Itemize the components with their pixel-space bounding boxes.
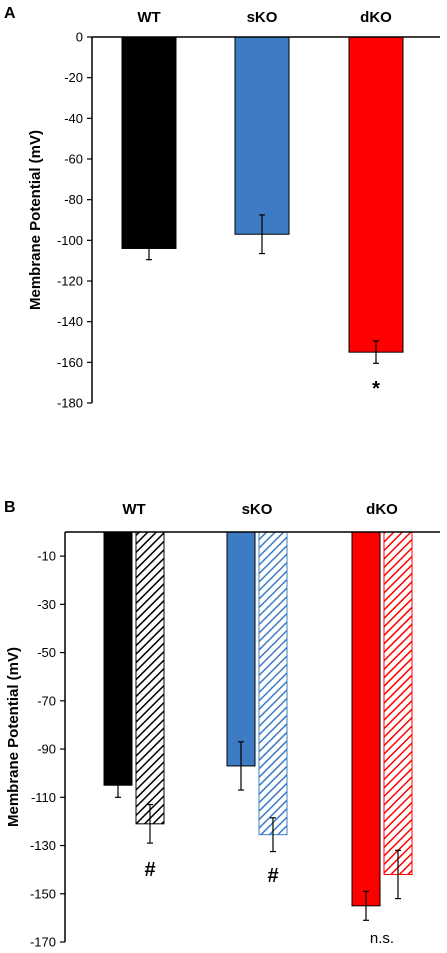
panel-a-category-label-sko: sKO (247, 9, 278, 26)
panel-b-y-tick-label: -110 (31, 790, 56, 805)
panel-a-y-tick-label: -140 (57, 314, 83, 329)
panel-a-category-label-dko: dKO (360, 9, 392, 26)
panel-b-bar-wt-hatched (135, 531, 165, 825)
panel-b-y-axis-title: Membrane Potential (mV) (5, 647, 22, 827)
panel-b-bar-sko-solid (226, 531, 256, 767)
panel-a-y-axis-title: Membrane Potential (mV) (27, 130, 44, 310)
panel-a-chart: A WT sKO dKO Membrane Potential (mV) * 0 -20 -40… (4, 5, 440, 411)
panel-a-y-tick-label: -120 (57, 274, 83, 289)
panel-a-y-tick-label: -40 (64, 111, 83, 126)
panel-a-category-label-wt: WT (137, 9, 160, 26)
panel-b-bar-wt-solid (103, 531, 133, 786)
panel-a-y-tick-label: -100 (57, 233, 83, 248)
panel-a-label: A (4, 5, 16, 22)
panel-b-y-tick-label: -50 (37, 645, 56, 660)
panel-b-label: B (4, 499, 16, 516)
panel-b-y-tick-label: -10 (37, 549, 56, 564)
panel-a-bar-dko (348, 36, 404, 353)
panel-b-annotation-sko: # (267, 865, 278, 887)
panel-b-chart: B WT sKO dKO Membrane Potential (mV) # # n.s. -1… (4, 499, 440, 950)
panel-b-y-tick-label: -70 (37, 693, 56, 708)
panel-a-bar-wt (121, 36, 177, 249)
panel-b-y-tick-label: -170 (30, 935, 56, 950)
panel-a-y-tick-label: -80 (64, 192, 83, 207)
panel-b-y-tick-label: -90 (37, 742, 56, 757)
panel-a-y-tick-label: 0 (76, 30, 83, 45)
panel-a-y-tick-label: -160 (57, 355, 83, 370)
panel-a-y-tick-label: -60 (64, 152, 83, 167)
panel-a-annotation-dko: * (372, 378, 380, 400)
panel-b-bar-dko-hatched (383, 531, 413, 875)
panel-b-annotation-wt: # (144, 859, 155, 881)
panel-a-y-tick-label: -180 (57, 396, 83, 411)
panel-b-y-tick-label: -130 (30, 838, 56, 853)
panel-b-category-label-wt: WT (122, 501, 145, 518)
panel-b-category-label-sko: sKO (242, 501, 273, 518)
panel-b-annotation-dko: n.s. (370, 930, 394, 947)
panel-a-y-tick-label: -20 (64, 70, 83, 85)
panel-b-y-tick-label: -30 (37, 597, 56, 612)
panel-b-category-label-dko: dKO (366, 501, 398, 518)
panel-b-y-tick-label: -150 (30, 886, 56, 901)
panel-b-bar-dko-solid (351, 531, 381, 907)
panel-b-bar-sko-hatched (258, 531, 288, 836)
panel-a-bar-sko (234, 36, 290, 235)
